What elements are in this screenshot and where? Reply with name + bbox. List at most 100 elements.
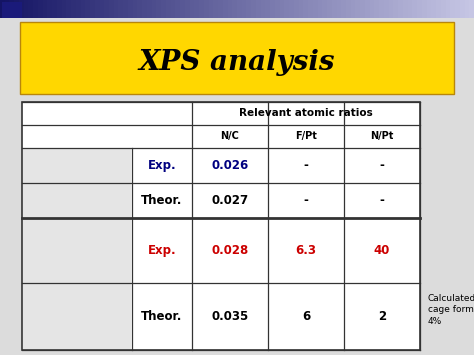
Bar: [19, 0, 24, 18]
Text: -: -: [303, 194, 309, 207]
Text: 0.026: 0.026: [211, 159, 249, 172]
Bar: [261, 0, 265, 18]
Text: Theor.: Theor.: [141, 310, 182, 323]
Bar: [28, 0, 33, 18]
Bar: [218, 0, 223, 18]
Text: Exp.: Exp.: [148, 159, 176, 172]
Bar: [133, 0, 137, 18]
Bar: [152, 0, 156, 18]
Text: 2: 2: [378, 310, 386, 323]
Bar: [20, 22, 454, 94]
Bar: [223, 0, 228, 18]
Text: Calculated
cage formation
4%: Calculated cage formation 4%: [428, 294, 474, 326]
Bar: [360, 0, 365, 18]
Bar: [209, 0, 213, 18]
Bar: [175, 0, 180, 18]
Bar: [303, 0, 308, 18]
Bar: [237, 0, 242, 18]
Text: 6: 6: [302, 310, 310, 323]
Bar: [123, 0, 128, 18]
Bar: [465, 0, 469, 18]
Bar: [427, 0, 431, 18]
Bar: [441, 0, 446, 18]
Text: Relevant atomic ratios: Relevant atomic ratios: [239, 109, 373, 119]
Bar: [71, 0, 76, 18]
Bar: [5, 0, 9, 18]
Bar: [81, 0, 85, 18]
Bar: [398, 0, 403, 18]
Bar: [166, 0, 171, 18]
Bar: [318, 0, 322, 18]
Text: 0.027: 0.027: [211, 194, 248, 207]
Bar: [23, 149, 131, 217]
Bar: [346, 0, 351, 18]
Bar: [356, 0, 360, 18]
Bar: [43, 0, 47, 18]
Text: XPS analysis: XPS analysis: [139, 49, 335, 76]
Bar: [232, 0, 237, 18]
Bar: [47, 0, 52, 18]
Bar: [57, 0, 62, 18]
Bar: [469, 0, 474, 18]
Bar: [417, 0, 422, 18]
Bar: [2, 2, 22, 18]
Bar: [384, 0, 389, 18]
Bar: [156, 0, 161, 18]
Bar: [85, 0, 90, 18]
Bar: [114, 0, 118, 18]
Bar: [38, 0, 43, 18]
Bar: [256, 0, 261, 18]
Bar: [275, 0, 280, 18]
Bar: [161, 0, 166, 18]
Bar: [455, 0, 460, 18]
Text: -: -: [303, 159, 309, 172]
Text: 0.028: 0.028: [211, 244, 249, 257]
Bar: [128, 0, 133, 18]
Bar: [408, 0, 412, 18]
Bar: [147, 0, 152, 18]
Bar: [403, 0, 408, 18]
Bar: [308, 0, 313, 18]
Bar: [289, 0, 294, 18]
Bar: [341, 0, 346, 18]
Bar: [246, 0, 251, 18]
Bar: [370, 0, 374, 18]
Bar: [313, 0, 318, 18]
Bar: [185, 0, 190, 18]
Text: Theor.: Theor.: [141, 194, 182, 207]
Bar: [270, 0, 275, 18]
Text: -: -: [380, 159, 384, 172]
Text: -: -: [380, 194, 384, 207]
Bar: [294, 0, 299, 18]
Bar: [109, 0, 114, 18]
Bar: [374, 0, 379, 18]
Bar: [280, 0, 284, 18]
Bar: [9, 0, 14, 18]
Text: N/C: N/C: [220, 131, 239, 142]
Bar: [460, 0, 465, 18]
Text: 40: 40: [374, 244, 390, 257]
Bar: [90, 0, 95, 18]
Bar: [327, 0, 332, 18]
Text: Exp.: Exp.: [148, 244, 176, 257]
Bar: [228, 0, 232, 18]
Bar: [171, 0, 175, 18]
Bar: [389, 0, 393, 18]
Bar: [365, 0, 370, 18]
Bar: [52, 0, 57, 18]
Bar: [33, 0, 38, 18]
Bar: [66, 0, 71, 18]
Bar: [137, 0, 142, 18]
Bar: [436, 0, 441, 18]
Bar: [204, 0, 209, 18]
Bar: [284, 0, 289, 18]
Bar: [142, 0, 147, 18]
Bar: [351, 0, 356, 18]
Bar: [265, 0, 270, 18]
Bar: [213, 0, 218, 18]
Bar: [251, 0, 256, 18]
Bar: [22, 102, 420, 350]
Bar: [450, 0, 455, 18]
Bar: [412, 0, 417, 18]
Bar: [0, 0, 5, 18]
